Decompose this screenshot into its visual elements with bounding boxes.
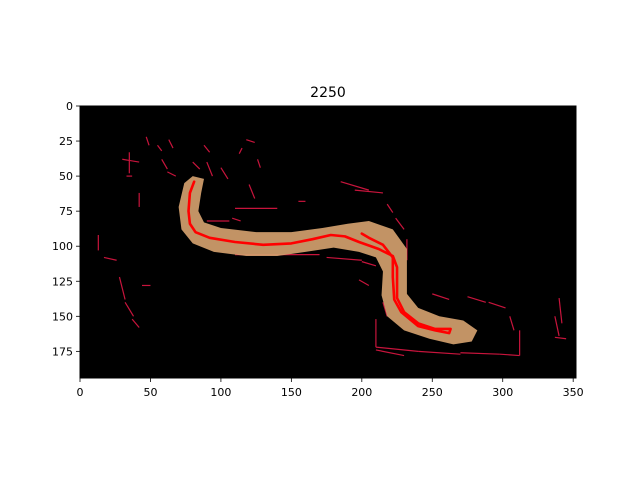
edge-fragment bbox=[248, 184, 256, 199]
y-tick-label: 175 bbox=[52, 345, 73, 358]
edge-fragment bbox=[354, 189, 384, 194]
edge-fragment bbox=[131, 318, 140, 328]
x-tick-label: 50 bbox=[143, 386, 157, 399]
x-tick-label: 100 bbox=[210, 386, 231, 399]
edge-fragment bbox=[256, 159, 261, 168]
edge-fragment bbox=[122, 158, 140, 163]
y-axis: 0 25 50 75 100 125 150 175 bbox=[52, 100, 80, 358]
edge-fragment bbox=[386, 203, 394, 213]
edge-fragment bbox=[375, 349, 405, 357]
edge-fragment bbox=[168, 139, 174, 149]
plot-area bbox=[79, 105, 577, 379]
edge-fragment bbox=[118, 276, 126, 300]
edge-fragment bbox=[395, 217, 405, 230]
chart-title: 2250 bbox=[310, 85, 346, 101]
y-tick-label: 150 bbox=[52, 310, 73, 323]
edge-fragment bbox=[361, 261, 377, 267]
edge-fragment bbox=[238, 147, 243, 154]
edge-fragment bbox=[167, 171, 177, 177]
y-tick-label: 75 bbox=[59, 205, 73, 218]
edge-fragment bbox=[499, 353, 520, 357]
y-tick-label: 50 bbox=[59, 170, 73, 183]
edge-fragment bbox=[145, 136, 150, 146]
y-tick-label: 0 bbox=[66, 100, 73, 113]
x-tick-label: 0 bbox=[77, 386, 84, 399]
edge-fragment bbox=[558, 298, 563, 324]
edge-fragment bbox=[231, 217, 241, 222]
y-tick-label: 25 bbox=[59, 135, 73, 148]
edge-fragment bbox=[246, 139, 255, 144]
edge-fragment bbox=[382, 302, 388, 317]
overlay-line bbox=[187, 180, 452, 335]
edge-fragment bbox=[124, 301, 135, 317]
edge-fragment bbox=[340, 181, 370, 191]
x-tick-label: 300 bbox=[492, 386, 513, 399]
edge-fragment bbox=[554, 336, 567, 340]
edge-fragment bbox=[554, 316, 560, 337]
x-axis: 0 50 100 150 200 250 300 350 bbox=[77, 378, 584, 399]
body-silhouette bbox=[178, 176, 478, 345]
x-tick-label: 200 bbox=[351, 386, 372, 399]
image-content bbox=[97, 136, 567, 357]
edge-fragment bbox=[220, 167, 229, 180]
edge-fragment bbox=[467, 296, 486, 303]
edge-fragment bbox=[432, 293, 450, 301]
y-tick-label: 100 bbox=[52, 240, 73, 253]
y-tick-label: 125 bbox=[52, 275, 73, 288]
edge-fragment bbox=[192, 161, 201, 170]
edge-fragment bbox=[375, 346, 419, 352]
edge-fragment bbox=[509, 316, 515, 331]
x-tick-label: 350 bbox=[563, 386, 584, 399]
edge-fragment bbox=[488, 301, 506, 309]
x-tick-label: 150 bbox=[281, 386, 302, 399]
edge-fragment bbox=[103, 256, 117, 261]
edge-fragment bbox=[157, 144, 163, 152]
edge-fragment bbox=[326, 256, 362, 261]
x-tick-label: 250 bbox=[422, 386, 443, 399]
edge-fragment bbox=[203, 144, 211, 153]
edge-fragment bbox=[206, 161, 214, 177]
edge-fragment bbox=[161, 158, 168, 170]
axes-frame bbox=[79, 105, 577, 379]
edge-fragment bbox=[460, 352, 500, 355]
edge-fragment bbox=[358, 279, 370, 286]
edge-fragment bbox=[418, 350, 461, 355]
